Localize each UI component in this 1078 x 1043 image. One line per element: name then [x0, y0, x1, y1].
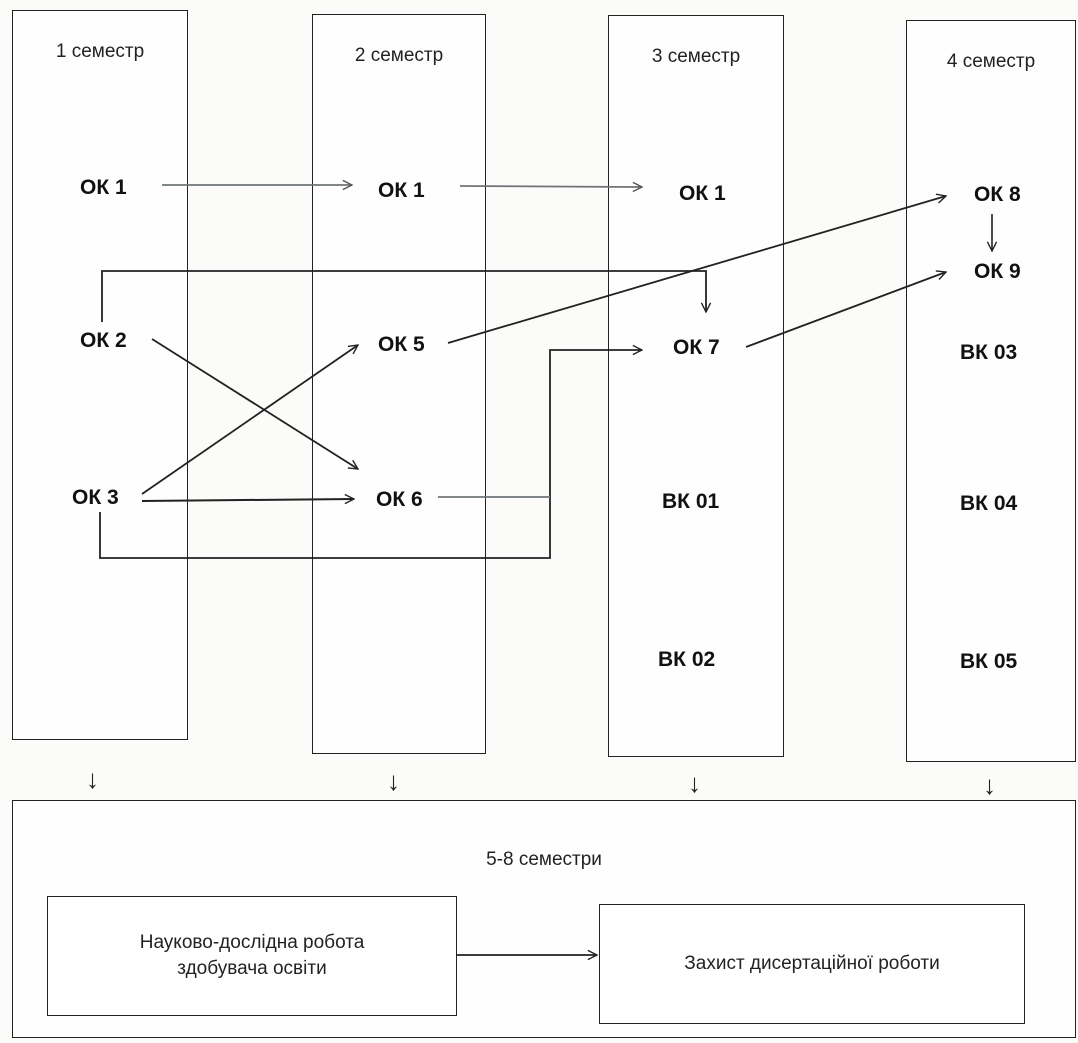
node-ok1-sem2: ОК 1	[378, 179, 425, 202]
down-arrow-icon: ↓	[387, 766, 400, 796]
down-arrow-icon: ↓	[983, 770, 996, 800]
semester-3-title: 3 семестр	[651, 46, 741, 67]
semester-2-title: 2 семестр	[354, 45, 444, 66]
research-work-box: Науково-дослідна робота здобувача освіти	[47, 896, 457, 1016]
node-ok1-sem1: ОК 1	[80, 176, 127, 199]
research-work-line1: Науково-дослідна робота	[139, 932, 365, 954]
node-bk03-sem4: ВК 03	[960, 341, 1018, 364]
node-bk01-sem3: ВК 01	[662, 490, 720, 513]
research-work-line2: здобувача освіти	[177, 958, 327, 979]
node-ok2-sem1: ОК 2	[80, 329, 127, 352]
semesters-5-8-title: 5-8 семестри	[486, 849, 602, 870]
down-arrow-icon: ↓	[86, 764, 99, 794]
semester-2-column: 2 семестр	[312, 14, 486, 754]
node-bk02-sem3: ВК 02	[658, 648, 716, 671]
semesters-5-8-block: 5-8 семестри Науково-дослідна робота здо…	[12, 800, 1076, 1038]
dissertation-defense-box: Захист дисертаційної роботи	[599, 904, 1025, 1024]
semester-4-column: 4 семестр	[906, 20, 1076, 762]
node-ok9-sem4: ОК 9	[974, 260, 1021, 283]
semester-4-title: 4 семестр	[946, 51, 1036, 72]
node-ok8-sem4: ОК 8	[974, 183, 1021, 206]
node-ok7-sem3: ОК 7	[673, 336, 720, 359]
semester-1-column: 1 семестр	[12, 10, 188, 740]
node-bk05-sem4: ВК 05	[960, 650, 1018, 673]
down-arrow-icon: ↓	[688, 768, 701, 798]
node-ok5-sem2: ОК 5	[378, 333, 425, 356]
semester-1-title: 1 семестр	[55, 41, 145, 62]
node-ok1-sem3: ОК 1	[679, 182, 726, 205]
node-ok6-sem2: ОК 6	[376, 488, 423, 511]
semester-3-column: 3 семестр	[608, 15, 784, 757]
node-bk04-sem4: ВК 04	[960, 492, 1018, 515]
node-ok3-sem1: ОК 3	[72, 486, 119, 509]
